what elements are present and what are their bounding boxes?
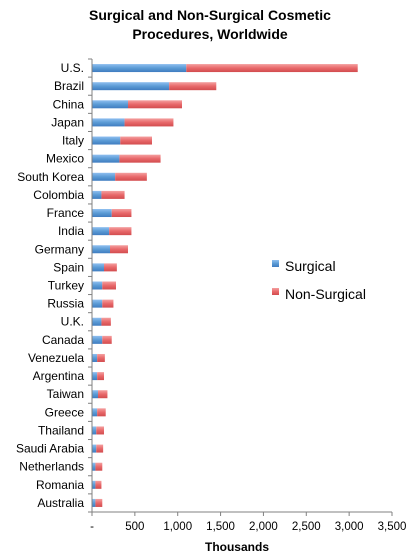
category-label-india: India xyxy=(58,224,84,238)
bar-non-surgical-germany xyxy=(110,245,128,254)
category-label-turkey: Turkey xyxy=(48,279,84,293)
bar-non-surgical-spain xyxy=(104,263,117,272)
bar-non-surgical-turkey xyxy=(102,281,116,290)
bar-surgical-russia xyxy=(92,299,103,308)
category-label-australia: Australia xyxy=(37,496,84,510)
bar-surgical-canada xyxy=(92,335,103,344)
bar-non-surgical-u-s xyxy=(186,64,358,73)
bar-non-surgical-romania xyxy=(95,480,102,489)
bar-non-surgical-greece xyxy=(97,408,106,417)
category-label-china: China xyxy=(53,97,85,111)
category-label-romania: Romania xyxy=(36,478,84,492)
bar-non-surgical-japan xyxy=(124,118,174,127)
x-tick-label-3500: 3,500 xyxy=(378,521,407,533)
bar-surgical-u-k xyxy=(92,317,102,326)
bar-surgical-south-korea xyxy=(92,172,116,181)
bar-non-surgical-canada xyxy=(102,335,112,344)
category-label-colombia: Colombia xyxy=(33,188,84,202)
bar-surgical-greece xyxy=(92,408,98,417)
x-tick-label-3000: 3,000 xyxy=(335,521,364,533)
category-label-russia: Russia xyxy=(47,297,84,311)
bar-surgical-mexico xyxy=(92,154,120,163)
bar-surgical-colombia xyxy=(92,190,102,199)
axes-group xyxy=(88,58,393,516)
bar-surgical-turkey xyxy=(92,281,103,290)
bar-surgical-spain xyxy=(92,263,104,272)
bar-surgical-romania xyxy=(92,480,96,489)
category-label-saudi-arabia: Saudi Arabia xyxy=(16,442,84,456)
x-tick-label-2500: 2,500 xyxy=(292,521,321,533)
legend: Surgical Non-Surgical xyxy=(272,258,366,302)
x-tick-label-500: 500 xyxy=(125,521,144,533)
bar-surgical-australia xyxy=(92,498,96,507)
bar-surgical-taiwan xyxy=(92,390,98,399)
bar-non-surgical-mexico xyxy=(119,154,161,163)
chart-title-line-1: Surgical and Non-Surgical Cosmetic xyxy=(89,7,331,23)
chart-title-line-2: Procedures, Worldwide xyxy=(132,26,288,42)
bar-non-surgical-france xyxy=(111,209,132,218)
bar-non-surgical-colombia xyxy=(101,190,125,199)
bar-non-surgical-china xyxy=(128,100,182,109)
category-labels: U.S. Brazil China Japan Italy Mexico South Kor… xyxy=(16,61,84,510)
x-tick-labels: - 500 1,000 1,500 2,000 2,500 3,000 3,500 xyxy=(90,521,406,533)
bar-non-surgical-argentina xyxy=(97,372,104,381)
bar-surgical-argentina xyxy=(92,372,98,381)
category-label-thailand: Thailand xyxy=(38,423,84,437)
legend-label-non-surgical: Non-Surgical xyxy=(285,286,366,302)
category-label-u-s: U.S. xyxy=(61,61,84,75)
bar-non-surgical-australia xyxy=(95,498,103,507)
bar-surgical-thailand xyxy=(92,426,97,435)
bar-non-surgical-saudi-arabia xyxy=(96,444,104,453)
bar-surgical-germany xyxy=(92,245,110,254)
bar-non-surgical-south-korea xyxy=(115,172,147,181)
x-tick-label-1000: 1,000 xyxy=(163,521,192,533)
category-label-argentina: Argentina xyxy=(33,369,85,383)
category-label-greece: Greece xyxy=(45,405,85,419)
category-label-germany: Germany xyxy=(35,242,84,256)
bar-non-surgical-thailand xyxy=(96,426,104,435)
bar-surgical-u-s xyxy=(92,64,187,73)
bar-non-surgical-taiwan xyxy=(98,390,108,399)
category-label-netherlands: Netherlands xyxy=(19,460,84,474)
bar-surgical-france xyxy=(92,209,112,218)
category-label-japan: Japan xyxy=(51,115,84,129)
bar-surgical-india xyxy=(92,227,110,236)
bar-non-surgical-netherlands xyxy=(95,462,103,471)
category-label-taiwan: Taiwan xyxy=(47,387,84,401)
category-label-mexico: Mexico xyxy=(46,152,84,166)
bar-surgical-saudi-arabia xyxy=(92,444,97,453)
bar-surgical-venezuela xyxy=(92,353,98,362)
bar-surgical-italy xyxy=(92,136,121,145)
category-label-south-korea: South Korea xyxy=(17,170,84,184)
x-axis-title: Thousands xyxy=(205,540,269,554)
category-label-spain: Spain xyxy=(53,260,84,274)
category-label-u-k: U.K. xyxy=(61,315,84,329)
category-label-venezuela: Venezuela xyxy=(28,351,84,365)
bar-non-surgical-russia xyxy=(102,299,114,308)
bar-surgical-netherlands xyxy=(92,462,96,471)
category-label-italy: Italy xyxy=(62,134,84,148)
category-label-france: France xyxy=(47,206,85,220)
x-tick-label-1500: 1,500 xyxy=(206,521,235,533)
category-label-brazil: Brazil xyxy=(54,79,84,93)
category-label-canada: Canada xyxy=(42,333,84,347)
bar-surgical-japan xyxy=(92,118,125,127)
bars-group xyxy=(92,64,358,507)
bar-non-surgical-india xyxy=(109,227,132,236)
bar-surgical-brazil xyxy=(92,82,170,91)
bar-non-surgical-venezuela xyxy=(97,353,105,362)
legend-swatch-non-surgical xyxy=(272,288,279,295)
x-tick-label-2000: 2,000 xyxy=(249,521,278,533)
bar-non-surgical-u-k xyxy=(101,317,111,326)
chart-title: Surgical and Non-Surgical Cosmetic Proce… xyxy=(0,6,420,44)
x-tick-label-0: - xyxy=(90,521,94,533)
bar-non-surgical-brazil xyxy=(169,82,217,91)
legend-swatch-surgical xyxy=(272,260,279,267)
legend-label-surgical: Surgical xyxy=(285,258,336,274)
bar-non-surgical-italy xyxy=(120,136,152,145)
bar-surgical-china xyxy=(92,100,128,109)
